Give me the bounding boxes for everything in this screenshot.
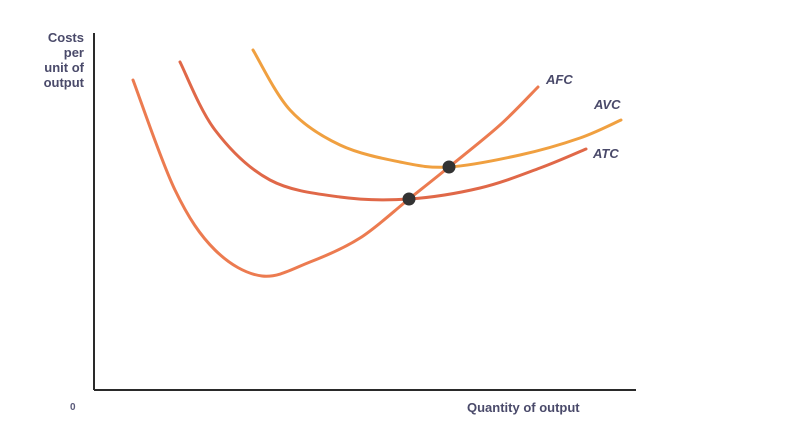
markers-group <box>402 160 456 206</box>
y-label-line: Costs <box>47 30 84 45</box>
origin-label: 0 <box>70 402 76 413</box>
y-axis-label: Costs per unit of output <box>44 30 84 90</box>
afc-curve <box>131 78 540 278</box>
avc-curve <box>251 48 623 169</box>
atc-curve <box>178 60 588 202</box>
afc-label: AFC <box>546 72 573 87</box>
ATC-minimum-intersection-dot <box>402 192 416 206</box>
AVC-minimum-intersection-dot <box>442 160 456 174</box>
curves-group <box>131 48 623 278</box>
y-label-line: per <box>63 45 84 60</box>
avc-label: AVC <box>594 97 621 112</box>
atc-label: ATC <box>593 146 619 161</box>
x-axis-label: Quantity of output <box>467 400 580 415</box>
y-label-line: output <box>43 75 84 90</box>
y-label-line: unit of <box>44 60 84 75</box>
